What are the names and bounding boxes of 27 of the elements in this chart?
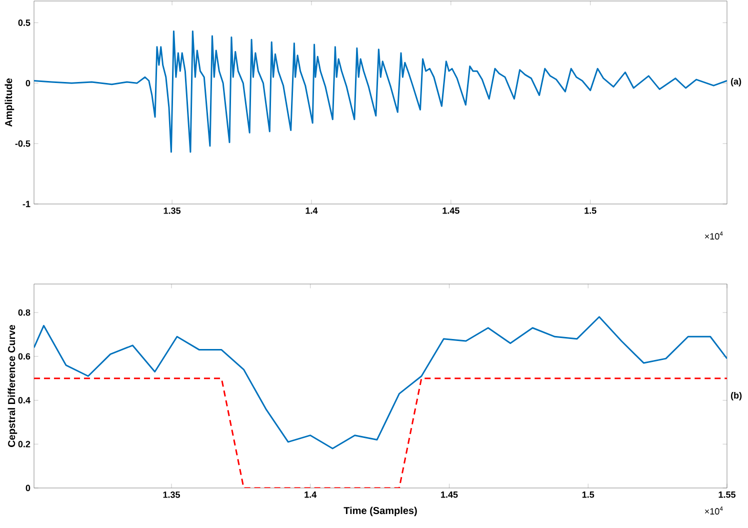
x-tick-label: 1.5 <box>582 492 594 498</box>
x-tick-label: 1.35 <box>163 492 180 498</box>
x-tick-label: 1.55 <box>718 492 736 498</box>
text: ×10$^{4}$ <box>704 506 723 515</box>
text: (b) <box>730 392 742 400</box>
y-tick-label: 0 <box>26 484 30 492</box>
y-axis-title: Amplitude <box>4 78 14 127</box>
x-tick-label: 1.45 <box>442 208 460 214</box>
y-tick-label: -0.5 <box>15 140 30 147</box>
x-tick-label: 1.35 <box>164 208 181 214</box>
text: (a) <box>730 78 742 86</box>
x-tick-label: 1.5 <box>584 208 596 214</box>
y-tick-label: 0.2 <box>18 440 30 448</box>
y-tick-label: 0.4 <box>18 397 30 404</box>
y-axis-title: Cepstral Difference Curve <box>8 324 18 447</box>
x-axis-title: Time (Samples) <box>344 506 417 516</box>
x-tick-label: 1.4 <box>304 492 317 498</box>
y-tick-label: 0 <box>26 80 30 86</box>
line-series <box>34 316 727 450</box>
y-tick-label: 0.6 <box>18 353 30 360</box>
line-series <box>34 30 727 153</box>
x-tick-label: 1.45 <box>441 492 458 498</box>
text: ×10$^{4}$ <box>704 232 723 240</box>
y-tick-label: -1 <box>22 200 30 208</box>
x-tick-label: 1.4 <box>306 208 318 214</box>
y-tick-label: 0.8 <box>18 309 30 316</box>
y-tick-label: 0.5 <box>18 20 30 26</box>
